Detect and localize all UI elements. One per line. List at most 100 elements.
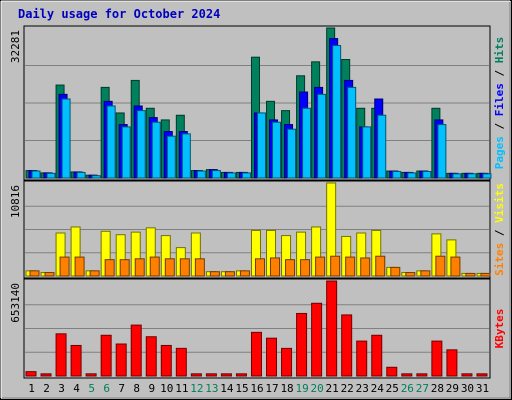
x-tick-label-day-4: 4 bbox=[73, 382, 80, 395]
bar-sites-day-14 bbox=[224, 271, 235, 277]
bar-pages-day-27 bbox=[422, 170, 432, 179]
bar-kbytes-day-20 bbox=[311, 302, 323, 377]
bar-pages-day-6 bbox=[106, 105, 116, 179]
bar-kbytes-day-28 bbox=[431, 340, 443, 377]
x-tick-label-day-12: 12 bbox=[190, 382, 203, 395]
x-tick-label-day-30: 30 bbox=[461, 382, 474, 395]
bar-pages-day-24 bbox=[377, 114, 387, 179]
bar-pages-day-12 bbox=[196, 170, 206, 179]
bar-sites-day-3 bbox=[59, 256, 70, 277]
bar-kbytes-day-1 bbox=[25, 371, 37, 377]
bar-sites-day-8 bbox=[134, 258, 145, 277]
x-tick-label-day-28: 28 bbox=[431, 382, 444, 395]
bar-pages-day-21 bbox=[332, 45, 342, 179]
bar-kbytes-day-13 bbox=[205, 373, 217, 377]
legend-label: KBytes bbox=[493, 309, 506, 349]
legend-part: / bbox=[493, 63, 506, 83]
bar-sites-day-21 bbox=[330, 255, 341, 277]
bar-kbytes-day-5 bbox=[85, 373, 97, 377]
bar-kbytes-day-31 bbox=[476, 373, 488, 377]
x-tick-label-day-13: 13 bbox=[205, 382, 218, 395]
x-tick-label-day-22: 22 bbox=[341, 382, 354, 395]
x-tick-label-day-25: 25 bbox=[386, 382, 399, 395]
bar-sites-day-11 bbox=[179, 258, 190, 277]
y-max-label: 10816 bbox=[9, 185, 22, 218]
bar-sites-day-26 bbox=[405, 272, 416, 277]
bar-kbytes-day-3 bbox=[55, 333, 67, 377]
legend-part: Files bbox=[493, 83, 506, 116]
bar-pages-day-25 bbox=[392, 170, 402, 179]
bar-pages-day-9 bbox=[151, 121, 161, 179]
bar-kbytes-day-6 bbox=[100, 334, 112, 377]
bar-kbytes-day-24 bbox=[371, 334, 383, 377]
bar-kbytes-day-17 bbox=[266, 337, 278, 377]
legend-part: KBytes bbox=[493, 309, 506, 349]
legend-part: Hits bbox=[493, 37, 506, 64]
bar-pages-day-4 bbox=[76, 171, 86, 179]
x-tick-label-day-18: 18 bbox=[280, 382, 293, 395]
bar-kbytes-day-12 bbox=[190, 373, 202, 377]
legend-label: Pages / Files / Hits bbox=[493, 37, 506, 170]
bar-kbytes-day-25 bbox=[386, 366, 398, 377]
bar-kbytes-day-27 bbox=[416, 373, 428, 377]
bar-sites-day-18 bbox=[285, 259, 296, 277]
x-tick-label-day-23: 23 bbox=[356, 382, 369, 395]
bar-sites-day-12 bbox=[194, 258, 205, 277]
panel-hits-files-pages: 32281 Pages / Files / Hits bbox=[9, 25, 506, 181]
x-tick-label-day-10: 10 bbox=[160, 382, 173, 395]
bar-pages-day-20 bbox=[317, 93, 327, 179]
bar-kbytes-day-16 bbox=[250, 331, 262, 377]
bar-pages-day-30 bbox=[467, 173, 477, 179]
x-tick-label-day-14: 14 bbox=[220, 382, 234, 395]
x-tick-label-day-1: 1 bbox=[28, 382, 35, 395]
x-tick-label-day-27: 27 bbox=[416, 382, 429, 395]
bar-kbytes-day-2 bbox=[40, 373, 52, 377]
bar-kbytes-day-19 bbox=[296, 312, 308, 377]
bar-pages-day-2 bbox=[46, 172, 56, 179]
bar-pages-day-14 bbox=[226, 172, 236, 179]
bar-pages-day-18 bbox=[287, 128, 297, 179]
bar-sites-day-16 bbox=[254, 258, 265, 277]
bar-pages-day-10 bbox=[166, 135, 176, 179]
bar-pages-day-23 bbox=[362, 126, 372, 179]
bar-kbytes-day-10 bbox=[160, 344, 172, 377]
bar-sites-day-15 bbox=[239, 270, 250, 277]
bar-kbytes-day-18 bbox=[281, 347, 293, 377]
bar-pages-day-13 bbox=[211, 170, 221, 179]
bar-kbytes-day-7 bbox=[115, 343, 127, 377]
x-tick-label-day-26: 26 bbox=[401, 382, 414, 395]
bar-pages-day-26 bbox=[407, 172, 417, 179]
bar-sites-day-19 bbox=[300, 259, 311, 277]
bar-pages-day-31 bbox=[482, 173, 492, 179]
bar-kbytes-day-29 bbox=[446, 349, 458, 377]
bar-kbytes-day-8 bbox=[130, 324, 142, 377]
x-tick-label-day-3: 3 bbox=[58, 382, 65, 395]
x-axis-day-labels: 1 2 3 4 5 6 7 8 9 10 11 12 13 14 15 16 17 18 19 20 21 22 23 24 2… bbox=[28, 382, 489, 395]
bar-kbytes-day-11 bbox=[175, 347, 187, 377]
x-tick-label-day-8: 8 bbox=[133, 382, 140, 395]
bar-pages-day-28 bbox=[437, 124, 447, 179]
legend-part: / bbox=[493, 116, 506, 136]
bar-sites-day-6 bbox=[104, 259, 115, 277]
bar-sites-day-23 bbox=[360, 257, 371, 277]
bar-pages-day-3 bbox=[61, 98, 71, 179]
bar-sites-day-4 bbox=[74, 256, 85, 277]
panel-visits-sites: 10816 Sites / Visits bbox=[9, 180, 506, 279]
bar-kbytes-day-15 bbox=[235, 373, 247, 377]
x-tick-label-day-21: 21 bbox=[326, 382, 339, 395]
bar-sites-day-20 bbox=[315, 256, 326, 277]
x-tick-label-day-24: 24 bbox=[371, 382, 385, 395]
x-tick-label-day-7: 7 bbox=[118, 382, 125, 395]
legend-part: Sites bbox=[493, 243, 506, 276]
x-tick-label-day-11: 11 bbox=[175, 382, 188, 395]
bar-sites-day-31 bbox=[480, 272, 491, 277]
bar-kbytes-day-26 bbox=[401, 373, 413, 377]
chart-title: Daily usage for October 2024 bbox=[18, 7, 220, 21]
x-tick-label-day-15: 15 bbox=[235, 382, 248, 395]
bar-kbytes-day-9 bbox=[145, 336, 157, 377]
bar-pages-day-11 bbox=[181, 133, 191, 179]
bar-sites-day-30 bbox=[465, 272, 476, 277]
x-tick-label-day-6: 6 bbox=[103, 382, 110, 395]
bar-kbytes-day-30 bbox=[461, 373, 473, 377]
